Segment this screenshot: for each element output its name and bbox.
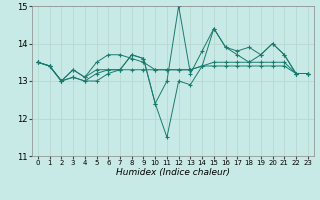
X-axis label: Humidex (Indice chaleur): Humidex (Indice chaleur) — [116, 168, 230, 177]
